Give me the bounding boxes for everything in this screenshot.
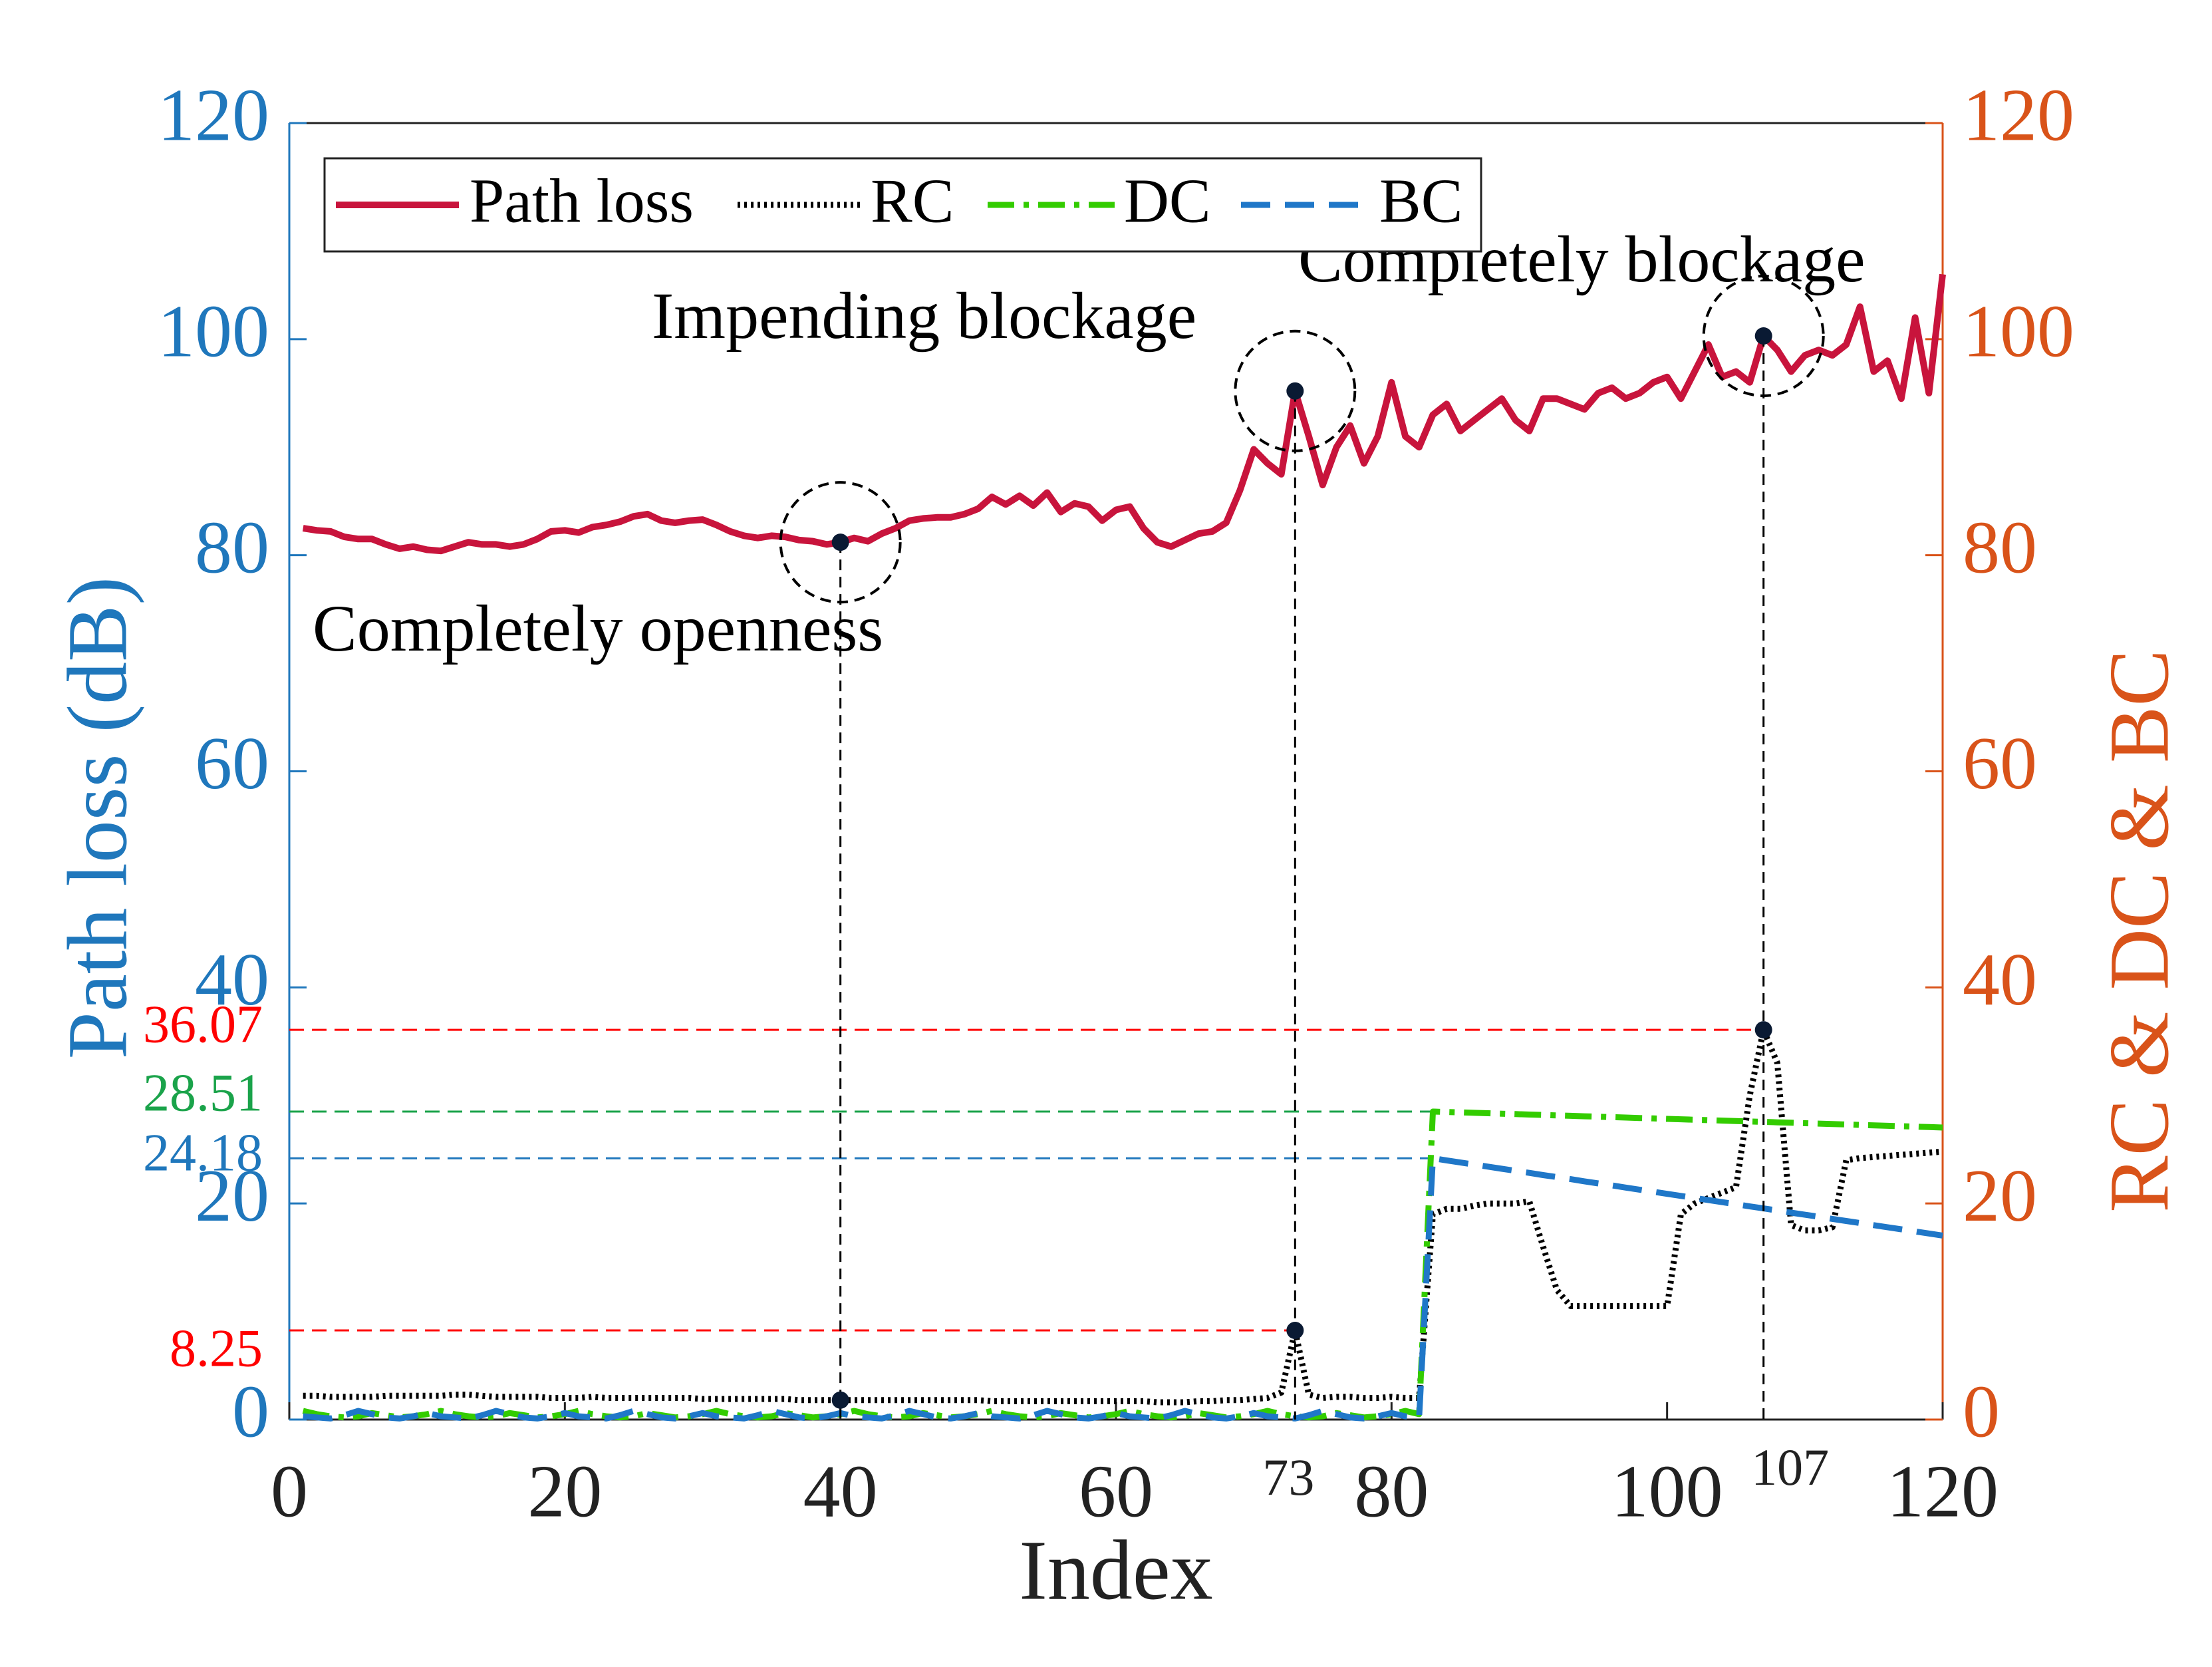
marker [831,1391,849,1409]
reference-label: 28.51 [143,1064,263,1122]
y2-tick-label: 0 [1963,1371,2000,1453]
series-line [303,1155,1943,1422]
annotation: Completely openness [313,591,883,665]
legend-label: Path loss [470,167,694,236]
reference-label: 8.25 [170,1319,263,1378]
marker [1754,1021,1772,1039]
y-tick-label: 40 [195,939,269,1021]
y2-tick-label: 80 [1963,506,2037,589]
y2-tick-label: 60 [1963,722,2037,805]
legend-label: DC [1124,167,1211,236]
marker [1286,382,1304,400]
y-tick-label: 60 [195,722,269,805]
highlight-circle [779,481,902,604]
x-tick-label: 80 [1354,1451,1429,1533]
y2-axis-label: RC & DC & BC [2092,649,2186,1212]
y-tick-label: 80 [195,506,269,589]
x-tick-label: 20 [527,1451,602,1533]
legend-label: RC [871,167,954,236]
marker [1754,327,1772,345]
x-tick-label: 73 [1262,1448,1314,1506]
x-tick-label: 40 [803,1451,878,1533]
x-axis-label: Index [1019,1523,1212,1617]
marker [831,533,849,551]
y2-tick-label: 100 [1963,291,2074,373]
x-tick-label: 107 [1751,1438,1829,1496]
y-axis-label: Path loss (dB) [50,577,144,1059]
x-tick-label: 120 [1887,1451,1999,1533]
y-tick-label: 100 [158,291,269,373]
highlight-circle [1234,329,1357,452]
reference-label: 36.07 [143,996,263,1054]
x-tick-label: 100 [1611,1451,1723,1533]
y2-tick-label: 120 [1963,75,2074,157]
annotation: Impending blockage [652,279,1196,353]
highlight-circle [1702,274,1825,397]
series-line [302,273,1946,555]
x-tick-label: 0 [271,1451,308,1533]
legend-label: BC [1379,167,1462,236]
y2-tick-label: 40 [1963,939,2037,1021]
y-tick-label: 0 [232,1371,269,1453]
y-tick-label: 20 [195,1155,269,1237]
marker [1286,1322,1304,1340]
x-tick-label: 60 [1079,1451,1153,1533]
y2-tick-label: 20 [1963,1155,2037,1237]
reference-label: 24.18 [143,1124,263,1183]
series-line [303,1026,1943,1406]
y-tick-label: 120 [158,75,269,157]
